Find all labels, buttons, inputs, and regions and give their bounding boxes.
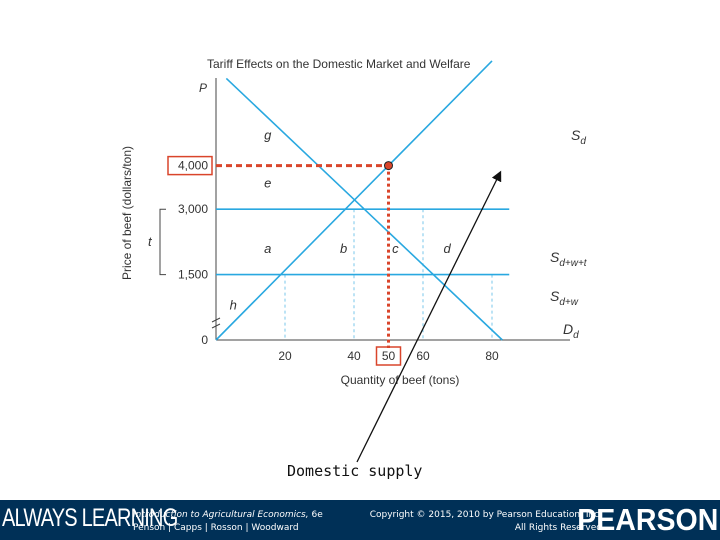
callout-arrow: [356, 170, 502, 463]
footer-bar: ALWAYS LEARNING Introduction to Agricult…: [0, 500, 720, 540]
y-tick-label: 4,000: [178, 159, 208, 173]
curve-label-sub: d+w: [559, 297, 578, 308]
region-label-e: e: [264, 175, 271, 190]
equilibrium-point: [384, 161, 393, 171]
curve-label-main: D: [563, 321, 573, 337]
copyright: Copyright © 2015, 2010 by Pearson Educat…: [369, 510, 602, 520]
x-axis-label: Quantity of beef (tons): [341, 373, 460, 387]
x-tick-label: 40: [347, 349, 361, 363]
chart-title: Tariff Effects on the Domestic Market an…: [207, 57, 471, 71]
book-credit: Introduction to Agricultural Economics, …: [133, 509, 323, 535]
curve-label-sub: d+w+t: [559, 258, 587, 269]
x-tick-label: 60: [416, 349, 430, 363]
y-axis-break-mark: [211, 323, 221, 329]
curve-label-sd: Sd: [571, 127, 586, 147]
x-tick-label: 50: [382, 349, 396, 363]
domestic-supply-callout: Domestic supply: [287, 462, 423, 480]
region-label-a: a: [264, 241, 271, 256]
y-tick-highlight-box: [167, 155, 213, 176]
always-learning-logo: ALWAYS LEARNING: [2, 504, 178, 532]
y-axis-label: Price of beef (dollars/ton): [120, 146, 134, 280]
y-tick-label: 1,500: [178, 268, 208, 282]
curve-label-sd-w: Sd+w: [550, 288, 579, 308]
region-label-d: d: [444, 241, 452, 256]
y-axis-break-mark: [211, 317, 221, 323]
authors: Penson | Capps | Rosson | Woodward: [133, 523, 299, 533]
book-edition: 6e: [311, 510, 323, 520]
region-label-h: h: [230, 297, 237, 312]
x-tick-highlight-box: [375, 346, 402, 366]
region-label-b: b: [340, 241, 347, 256]
pearson-logo: PEARSON: [576, 502, 718, 537]
region-label-c: c: [392, 241, 399, 256]
curve-label-sub: d: [580, 136, 586, 147]
region-label-g: g: [264, 127, 272, 142]
curve-label-sub: d: [573, 330, 579, 341]
curve-label-dd: Dd: [563, 321, 579, 341]
tariff-bracket: [159, 208, 166, 276]
curve-label-main: S: [550, 249, 560, 265]
x-tick-label: 80: [485, 349, 499, 363]
rights: All Rights Reserved: [514, 523, 602, 533]
book-title: Introduction to Agricultural Economics,: [133, 510, 309, 520]
y-axis-symbol: P: [199, 81, 207, 95]
tariff-bracket-label: t: [148, 234, 153, 249]
curve-label-main: S: [550, 288, 560, 304]
x-tick-label: 20: [278, 349, 292, 363]
curve-label-main: S: [571, 127, 581, 143]
y-tick-label: 3,000: [178, 202, 208, 216]
copyright-block: Copyright © 2015, 2010 by Pearson Educat…: [370, 509, 602, 535]
curve-label-sd-w-t: Sd+w+t: [550, 249, 588, 269]
y-tick-label: 0: [201, 333, 208, 347]
